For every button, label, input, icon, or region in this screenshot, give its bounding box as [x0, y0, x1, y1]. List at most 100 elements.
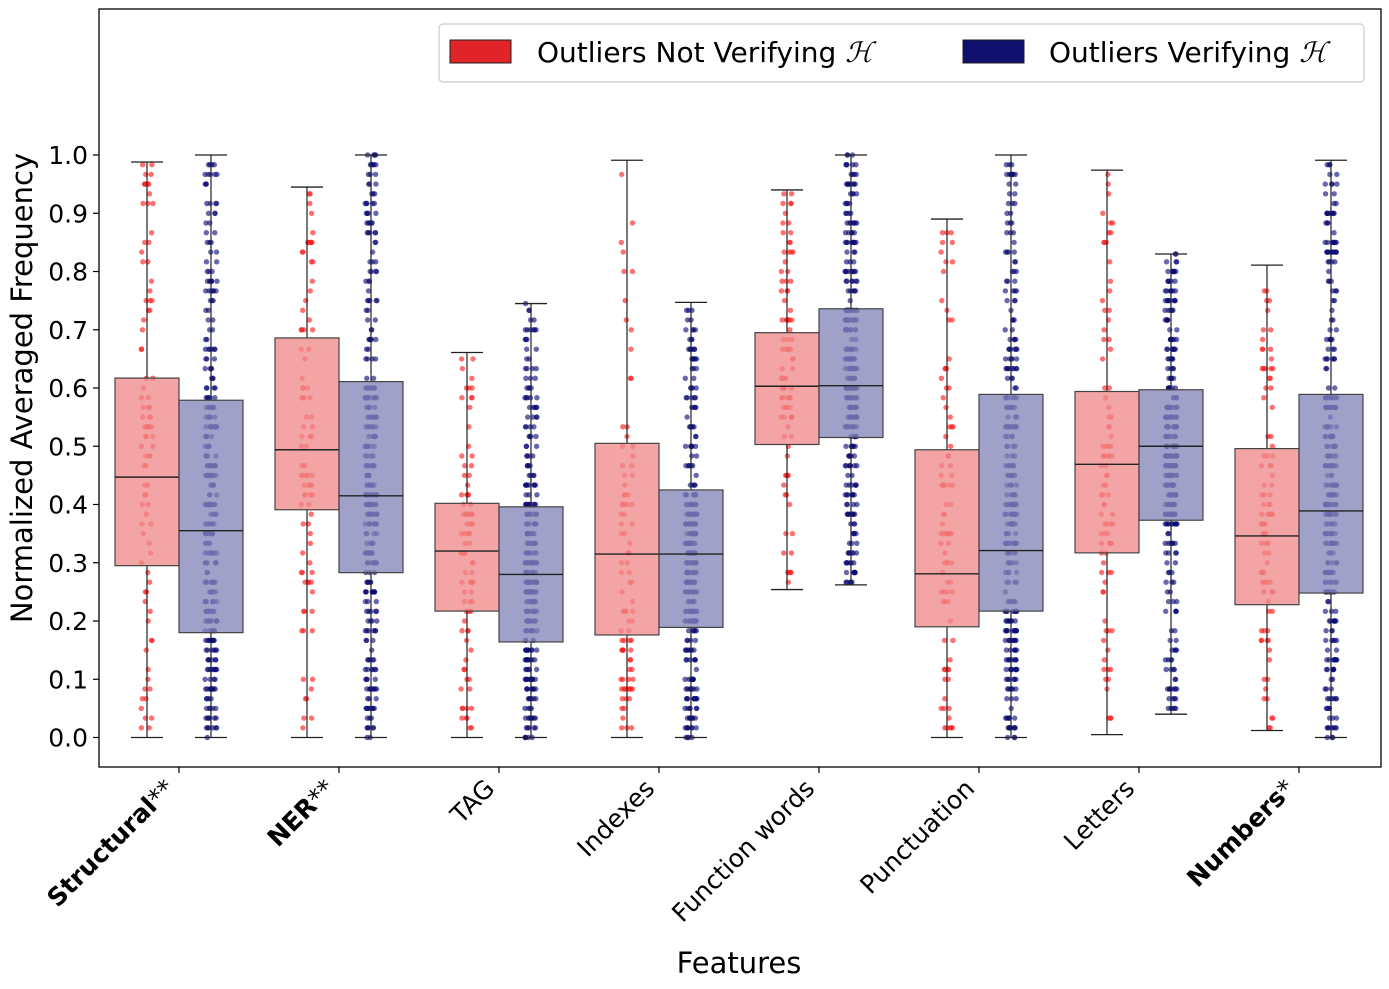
data-point [1012, 715, 1018, 721]
data-point [948, 443, 954, 449]
data-point [693, 472, 699, 479]
data-point [531, 482, 537, 488]
data-point [308, 511, 314, 517]
data-point [628, 637, 634, 644]
box [1138, 389, 1204, 521]
data-point [1169, 569, 1175, 576]
data-point [1004, 230, 1010, 236]
data-point [373, 608, 379, 614]
data-point [309, 608, 315, 614]
data-point [945, 666, 951, 673]
x-tick-label: Indexes [572, 774, 661, 863]
data-point [690, 676, 696, 682]
data-point [1165, 268, 1171, 275]
data-point [525, 647, 531, 653]
data-point [691, 686, 697, 692]
data-point [1004, 365, 1010, 372]
data-point [1011, 239, 1017, 246]
data-point [524, 453, 530, 459]
data-point [373, 598, 379, 605]
data-point [1162, 540, 1168, 546]
data-point [527, 433, 533, 440]
data-point [468, 705, 475, 712]
data-point [1105, 171, 1111, 178]
data-point [846, 181, 852, 187]
data-point [149, 162, 155, 168]
data-point [1174, 686, 1180, 692]
data-point [849, 443, 855, 449]
data-point [140, 259, 146, 265]
data-point [1163, 259, 1170, 265]
data-point [1334, 181, 1340, 187]
data-point [1329, 628, 1335, 634]
data-point [142, 686, 148, 692]
data-point [1268, 385, 1274, 391]
data-point [1325, 210, 1331, 216]
x-tick-label: Punctuation [854, 774, 980, 900]
data-point [620, 715, 626, 721]
data-point [1107, 278, 1114, 284]
data-point [373, 268, 379, 275]
data-point [693, 453, 700, 459]
data-point [202, 676, 208, 682]
data-point [203, 715, 209, 721]
data-point [1261, 288, 1268, 294]
data-point [1101, 336, 1107, 343]
data-point [309, 676, 316, 682]
box [274, 337, 340, 511]
data-point [369, 647, 375, 653]
data-point [689, 453, 695, 459]
data-point [207, 676, 213, 682]
data-point [139, 249, 145, 255]
data-point [298, 327, 305, 333]
data-point [1331, 200, 1337, 207]
box [434, 502, 500, 612]
data-point [853, 162, 859, 168]
data-point [142, 239, 148, 246]
data-point [148, 715, 155, 721]
data-point [789, 530, 796, 537]
data-point [203, 647, 209, 653]
data-point [849, 472, 855, 479]
data-point [1331, 297, 1338, 304]
data-point [1163, 579, 1169, 585]
x-tick-label-name: Punctuation [854, 774, 980, 900]
data-point [1005, 200, 1012, 207]
data-point [854, 463, 860, 469]
data-point [1162, 657, 1169, 663]
data-point [211, 385, 217, 391]
data-point [363, 589, 369, 595]
data-point [619, 705, 625, 712]
data-point [370, 725, 376, 731]
data-point [938, 249, 944, 255]
data-point [947, 414, 953, 420]
data-point [1171, 579, 1177, 585]
data-point [780, 220, 786, 226]
data-point [947, 725, 953, 731]
data-point [462, 463, 468, 469]
data-point [1172, 521, 1178, 527]
y-tick-label: 0.2 [48, 607, 88, 636]
data-point [843, 259, 850, 265]
data-point [370, 375, 377, 381]
data-point [781, 297, 788, 304]
data-point [850, 181, 857, 187]
data-point [522, 705, 528, 712]
data-point [941, 637, 948, 644]
data-point [939, 230, 946, 236]
data-point [534, 395, 540, 401]
y-axis: 0.0 0.1 0.2 0.3 0.4 0.5 0.6 0.7 0.8 0.9 1.0 [48, 141, 99, 753]
data-point [693, 705, 700, 712]
data-point [618, 239, 624, 246]
data-point [942, 676, 948, 682]
data-point [522, 365, 529, 372]
x-tick-label: NER** [262, 774, 341, 853]
data-point [852, 268, 859, 275]
data-point [523, 657, 530, 663]
data-point [306, 317, 312, 323]
data-point [372, 686, 378, 692]
data-point [845, 511, 851, 517]
data-point [1002, 327, 1008, 333]
data-point [1258, 628, 1265, 634]
data-point [787, 307, 794, 313]
